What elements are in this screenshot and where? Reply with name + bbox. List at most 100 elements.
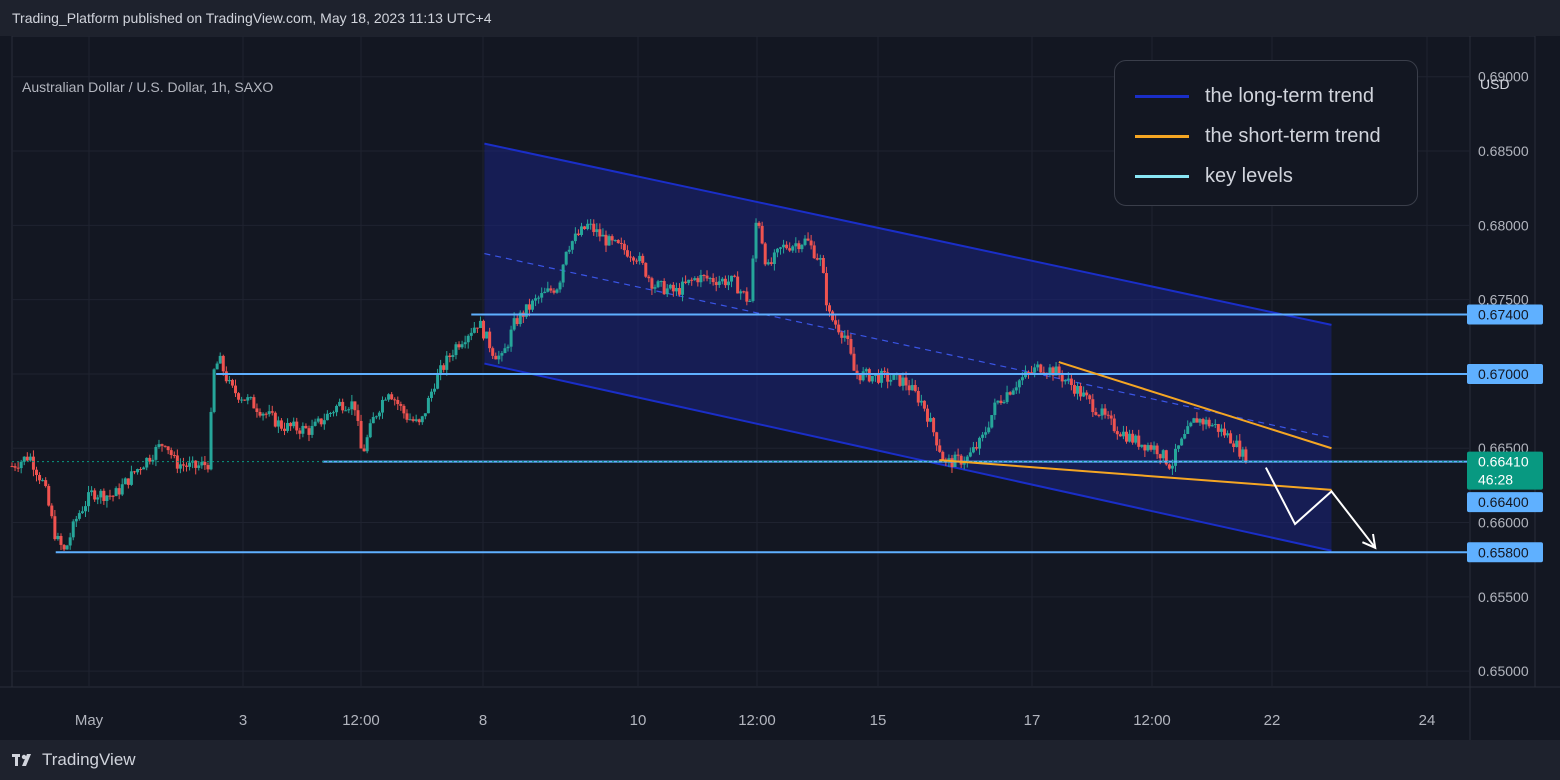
candle-body [901,377,905,386]
candle-body [258,411,262,416]
current-price-badge-bg [1467,451,1543,490]
candle-body [932,418,936,433]
candle-body [549,288,553,291]
candle-body [298,430,302,434]
candle-body [1100,408,1104,416]
candle-body [990,415,994,428]
candle-body [276,420,280,427]
candle-body [368,423,372,438]
candle-body [1149,445,1153,450]
candle-body [1183,433,1187,439]
candle-body [62,544,66,550]
y-tick-label: 0.68000 [1478,217,1529,233]
candle-body [50,505,54,517]
candle-body [981,434,985,438]
candle-body [941,451,945,460]
candle-body [420,416,424,423]
candle-body [218,355,222,364]
tradingview-brand: TradingView [42,750,136,769]
candle-body [886,372,890,382]
candle-body [154,446,158,460]
candle-body [659,281,663,283]
candle-body [705,275,709,279]
candle-body [509,329,513,347]
candle-body [999,400,1003,404]
candle-body [794,243,798,247]
candle-body [1137,435,1141,447]
candle-body [362,448,366,452]
candle-body [782,244,786,248]
candle-body [1201,419,1205,425]
candle-body [350,401,354,410]
candle-body [1036,364,1040,368]
candle-body [328,412,332,414]
candle-body [1048,367,1052,374]
candle-body [1152,445,1156,450]
y-tick-label: 0.69000 [1478,69,1529,85]
candle-body [399,404,403,406]
candle-body [472,327,476,333]
x-tick-label: 8 [479,712,487,729]
candle-body [824,273,828,306]
candle-body [916,390,920,403]
candle-body [1219,428,1223,432]
candle-body [111,495,115,497]
candle-body [102,490,106,502]
candle-body [1106,414,1110,416]
candle-body [411,419,415,421]
candle-body [99,490,103,498]
candle-body [733,275,737,277]
candle-body [463,342,467,345]
candle-body [1222,428,1226,436]
x-tick-label: 3 [239,712,247,729]
candle-body [307,428,311,435]
candle-body [720,278,724,282]
symbol-info: Australian Dollar / U.S. Dollar, 1h, SAX… [22,79,274,95]
candle-body [1198,419,1202,423]
candle-body [641,255,645,263]
candle-body [417,419,421,423]
candle-body [1207,419,1211,427]
candle-body [1128,433,1132,442]
candle-body [506,346,510,349]
level-badge-bg [1467,304,1543,325]
candle-body [1210,425,1214,427]
candle-body [828,305,832,312]
candle-body [1186,426,1190,434]
candle-body [1170,465,1174,469]
candle-body [439,365,443,374]
chart-svg[interactable]: 0.690000.685000.680000.675000.670000.665… [0,36,1560,740]
candle-body [1039,364,1043,373]
candle-body [635,260,639,262]
candle-body [987,427,991,433]
candle-body [791,246,795,251]
candle-body [622,243,626,251]
candle-body [883,370,887,373]
x-tick-label: 15 [870,712,887,729]
candle-body [1082,392,1086,397]
candle-body [1118,434,1122,437]
candle-body [286,422,290,431]
candle-body [837,324,841,333]
channel-median-line [484,252,1332,439]
candle-body [601,234,605,237]
candle-body [13,466,17,468]
candle-body [460,344,464,348]
channel-upper-line [484,142,1332,326]
candle-body [1195,418,1199,423]
candle-body [283,428,287,431]
candle-body [301,425,305,434]
candle-body [1112,418,1116,432]
candle-body [586,223,590,229]
candle-body [1229,433,1233,444]
tradingview-logo[interactable]: TradingView [12,750,136,770]
candle-body [90,490,94,493]
candle-body [1161,450,1165,459]
candle-body [696,278,700,283]
candle-body [880,370,884,383]
candle-body [1192,418,1196,423]
candle-body [41,480,45,482]
candle-body [852,353,856,371]
candle-body [598,229,602,237]
candle-body [711,278,715,283]
